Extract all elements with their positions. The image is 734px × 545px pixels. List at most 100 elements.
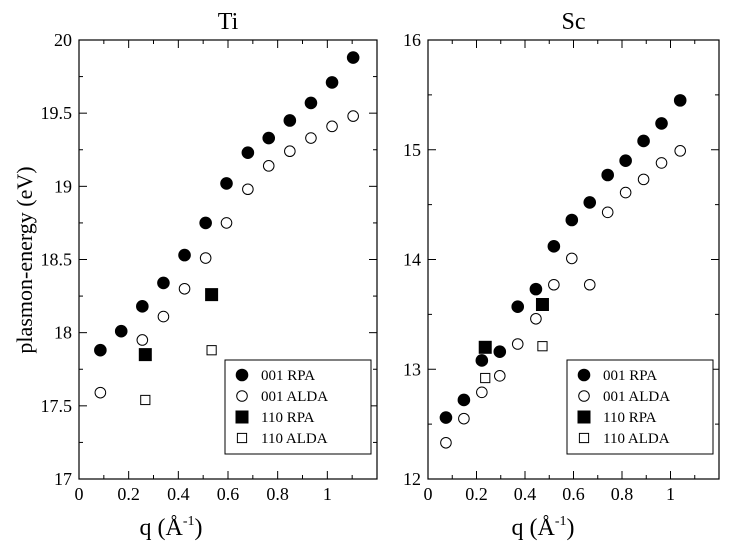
001-alda-point bbox=[440, 436, 452, 449]
001-alda-point bbox=[347, 110, 359, 122]
x-tick-label: 0.6 bbox=[217, 484, 240, 504]
chart-title: Ti bbox=[218, 9, 239, 35]
001-alda-point bbox=[548, 278, 560, 291]
110-rpa-point bbox=[478, 340, 492, 354]
110-rpa-point bbox=[535, 297, 549, 311]
001-alda-point bbox=[655, 157, 668, 169]
001-alda-point bbox=[262, 160, 275, 172]
001-rpa-point bbox=[547, 240, 561, 253]
legend-label: 001 ALDA bbox=[603, 389, 670, 405]
y-tick-label: 19 bbox=[54, 176, 72, 196]
legend-label: 110 ALDA bbox=[261, 431, 328, 447]
001-alda-point bbox=[242, 183, 254, 196]
001-rpa-point bbox=[136, 300, 149, 313]
y-axis-label: plasmon-energy (eV) bbox=[12, 166, 37, 353]
y-tick-label: 12 bbox=[403, 469, 421, 489]
001-rpa-point bbox=[178, 248, 191, 262]
110-rpa-legend-marker bbox=[235, 410, 249, 424]
x-tick-label: 0.8 bbox=[611, 484, 634, 504]
110-alda-point bbox=[206, 345, 217, 356]
chart-panel-ti: Ti 0 0.2 0.4 0.6 0.8 1 17 17.5 18 18.5 19 19.5 20 001 … bbox=[41, 9, 378, 504]
legend: 001 RPA 001 ALDA 110 RPA 110 ALDA bbox=[224, 359, 372, 455]
001-rpa-point bbox=[655, 117, 668, 130]
legend-label: 110 RPA bbox=[603, 410, 657, 426]
001-rpa-point bbox=[637, 134, 650, 148]
001-rpa-point bbox=[511, 300, 525, 313]
001-rpa-point bbox=[262, 131, 276, 145]
110-alda-point bbox=[537, 341, 548, 352]
x-tick-label: 1 bbox=[323, 484, 332, 504]
chart-title: Sc bbox=[562, 9, 586, 35]
001-rpa-point bbox=[283, 114, 297, 127]
001-alda-point bbox=[511, 338, 524, 350]
001-rpa-point bbox=[157, 276, 170, 290]
001-alda-point bbox=[136, 334, 149, 346]
x-axis-label-left: q (Å-1) bbox=[140, 514, 203, 541]
001-alda-point bbox=[566, 252, 578, 265]
y-tick-label: 17 bbox=[54, 469, 72, 489]
y-tick-label: 18 bbox=[54, 323, 72, 343]
legend: 001 RPA 001 ALDA 110 RPA 110 ALDA bbox=[566, 359, 714, 455]
001-alda-point bbox=[220, 217, 233, 229]
001-rpa-point bbox=[673, 94, 687, 107]
001-rpa-point bbox=[94, 343, 107, 357]
001-rpa-point bbox=[565, 213, 579, 227]
x-tick-label: 0.8 bbox=[266, 484, 289, 504]
y-tick-label: 19.5 bbox=[41, 103, 73, 123]
001-rpa-point bbox=[241, 146, 255, 159]
001-rpa-legend-marker bbox=[577, 368, 591, 382]
y-tick-label: 14 bbox=[403, 250, 421, 270]
legend-label: 001 RPA bbox=[261, 368, 315, 384]
001-alda-point bbox=[326, 120, 338, 133]
001-rpa-point bbox=[220, 177, 233, 190]
001-alda-point bbox=[674, 145, 687, 157]
001-alda-legend-marker bbox=[236, 390, 248, 402]
001-rpa-point bbox=[583, 196, 597, 209]
001-alda-point bbox=[305, 132, 317, 144]
001-rpa-point bbox=[439, 411, 453, 424]
001-rpa-point bbox=[601, 168, 614, 182]
y-tick-label: 13 bbox=[403, 359, 421, 379]
110-rpa-legend-marker bbox=[577, 410, 591, 424]
legend-box bbox=[566, 359, 714, 455]
y-tick-label: 17.5 bbox=[41, 396, 73, 416]
001-rpa-point bbox=[304, 96, 318, 110]
001-rpa-legend-marker bbox=[235, 368, 249, 382]
chart-panel-sc: Sc 0 0.2 0.4 0.6 0.8 1 12 13 14 15 16 001 RPA 001 ALD… bbox=[403, 9, 720, 504]
001-rpa-point bbox=[457, 393, 471, 407]
x-axis-label-right: q (Å-1) bbox=[512, 514, 575, 541]
legend-label: 110 RPA bbox=[261, 410, 315, 426]
001-alda-point bbox=[637, 173, 650, 186]
y-tick-label: 20 bbox=[54, 30, 72, 50]
x-tick-label: 1 bbox=[666, 484, 675, 504]
110-alda-point bbox=[480, 372, 491, 384]
x-tick-label: 0.6 bbox=[562, 484, 585, 504]
y-tick-label: 15 bbox=[403, 140, 421, 160]
001-alda-point bbox=[530, 312, 542, 325]
x-tick-label: 0 bbox=[424, 484, 433, 504]
legend-label: 001 RPA bbox=[603, 368, 657, 384]
110-rpa-point bbox=[138, 348, 152, 362]
y-tick-label: 16 bbox=[403, 30, 421, 50]
001-rpa-point bbox=[114, 324, 128, 338]
001-alda-point bbox=[157, 310, 170, 323]
001-alda-point bbox=[94, 386, 107, 399]
001-rpa-point bbox=[493, 345, 507, 358]
001-rpa-point bbox=[346, 51, 360, 64]
001-rpa-point bbox=[529, 282, 543, 296]
001-alda-point bbox=[493, 370, 506, 382]
110-alda-point bbox=[140, 394, 151, 406]
001-alda-point bbox=[583, 278, 596, 291]
001-alda-point bbox=[178, 282, 191, 295]
x-tick-label: 0.2 bbox=[465, 484, 488, 504]
legend-box bbox=[224, 359, 372, 455]
001-alda-point bbox=[458, 412, 470, 425]
001-alda-legend-marker bbox=[578, 390, 590, 402]
001-rpa-point bbox=[199, 216, 212, 230]
110-alda-legend-marker bbox=[578, 432, 590, 444]
001-alda-point bbox=[476, 386, 488, 399]
x-tick-label: 0.4 bbox=[514, 484, 537, 504]
x-tick-label: 0 bbox=[75, 484, 84, 504]
legend-label: 001 ALDA bbox=[261, 389, 328, 405]
